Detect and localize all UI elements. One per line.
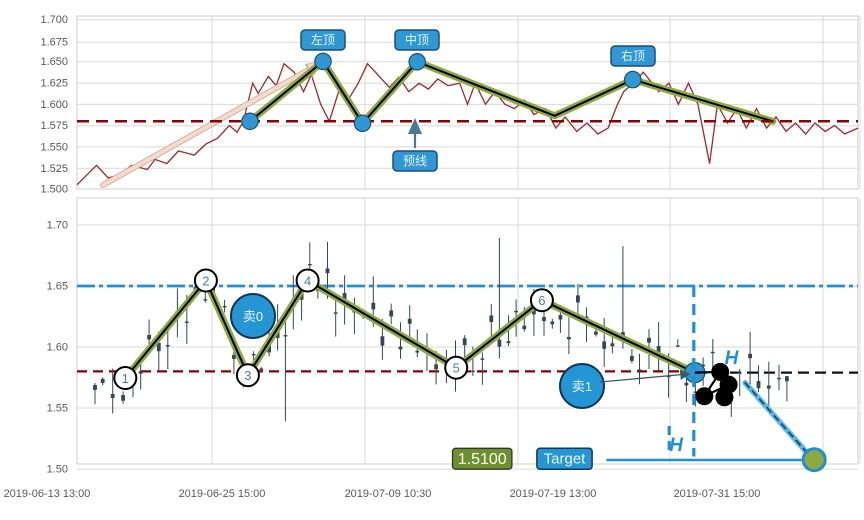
svg-text:6: 6 [538,293,545,308]
svg-text:卖0: 卖0 [243,309,263,324]
svg-text:2019-06-25 15:00: 2019-06-25 15:00 [179,488,266,500]
svg-text:1.550: 1.550 [40,142,68,154]
svg-text:5: 5 [453,361,460,376]
svg-text:1.700: 1.700 [40,14,68,26]
svg-text:1.50: 1.50 [47,464,68,476]
svg-text:1.675: 1.675 [40,37,68,49]
svg-text:左顶: 左顶 [311,32,335,47]
svg-text:H: H [669,435,684,456]
svg-text:1.600: 1.600 [40,99,68,111]
svg-text:2: 2 [202,274,209,289]
svg-text:1.60: 1.60 [47,342,68,354]
svg-text:Target: Target [544,451,587,468]
svg-text:卖1: 卖1 [572,379,592,394]
svg-text:中顶: 中顶 [405,32,429,47]
svg-text:1.625: 1.625 [40,78,68,90]
svg-text:预线: 预线 [403,154,427,168]
svg-text:2019-07-09 10:30: 2019-07-09 10:30 [345,488,432,500]
svg-text:2019-06-13 13:00: 2019-06-13 13:00 [4,488,91,500]
svg-text:1.5100: 1.5100 [458,451,507,468]
svg-text:H: H [725,348,740,369]
svg-text:右顶: 右顶 [621,48,645,63]
svg-text:3: 3 [244,368,251,383]
svg-text:1.55: 1.55 [47,403,68,415]
svg-text:1.70: 1.70 [47,220,68,232]
svg-text:1.525: 1.525 [40,163,68,175]
svg-text:1.575: 1.575 [40,120,68,132]
svg-text:1.65: 1.65 [47,281,68,293]
svg-text:1.650: 1.650 [40,56,68,68]
svg-text:2019-07-19 13:00: 2019-07-19 13:00 [510,488,597,500]
svg-text:1: 1 [122,371,129,386]
svg-text:2019-07-31 15:00: 2019-07-31 15:00 [674,488,761,500]
svg-text:1.500: 1.500 [40,184,68,196]
svg-text:4: 4 [304,274,311,289]
